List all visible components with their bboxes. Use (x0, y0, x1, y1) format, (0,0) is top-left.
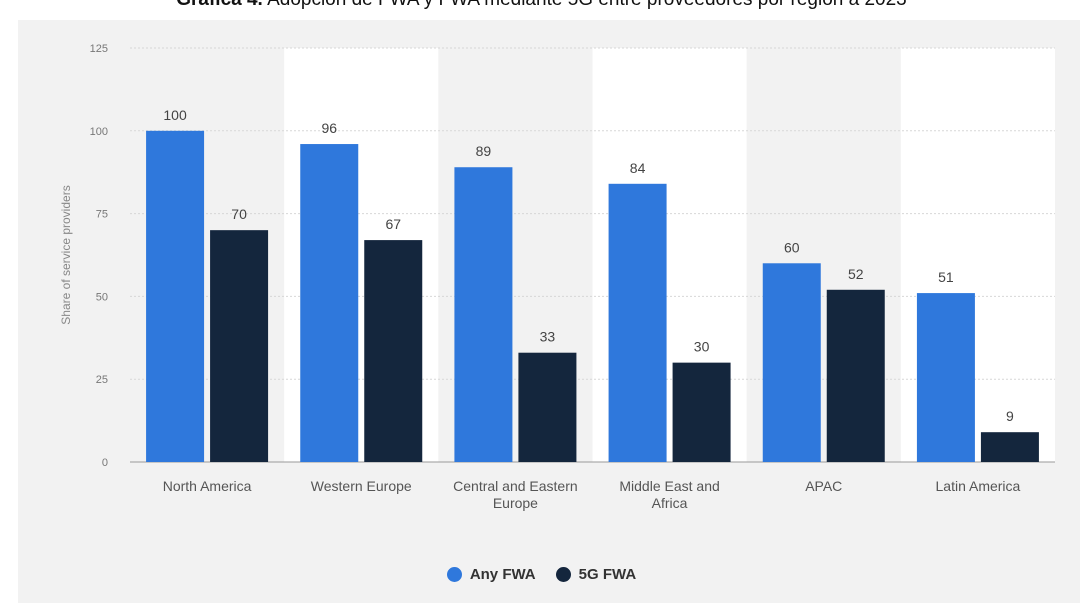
bar-any-fwa (146, 130, 205, 463)
legend-label-any-fwa: Any FWA (469, 566, 536, 583)
legend-swatch-any-fwa (446, 567, 462, 582)
bar-5g-fwa (364, 240, 423, 462)
x-tick-label: Latin America (936, 478, 1021, 494)
bar-5g-fwa (672, 362, 731, 462)
y-tick-label: 50 (96, 291, 108, 303)
x-tick-label: Central and Eastern (453, 478, 578, 494)
x-tick-label: APAC (805, 478, 842, 494)
bar-any-fwa (916, 293, 975, 462)
data-label: 89 (476, 143, 492, 159)
y-tick-label: 25 (96, 374, 108, 386)
data-label: 96 (321, 120, 337, 136)
y-tick-label: 0 (102, 457, 108, 469)
x-tick-label: Europe (493, 495, 538, 511)
bar-any-fwa (300, 144, 359, 462)
data-label: 100 (163, 107, 187, 123)
bar-5g-fwa (980, 432, 1039, 462)
bar-any-fwa (454, 167, 513, 462)
caption-prefix: Gráfica 4. (176, 0, 263, 10)
bar-any-fwa (608, 183, 667, 463)
x-tick-label: North America (163, 478, 252, 494)
legend-swatch-5g-fwa (555, 567, 571, 582)
data-label: 33 (540, 329, 556, 345)
data-label: 51 (938, 269, 954, 285)
y-tick-label: 75 (96, 209, 108, 221)
bar-any-fwa (762, 263, 821, 462)
bar-5g-fwa (518, 352, 577, 462)
data-label: 70 (231, 206, 247, 222)
y-axis-title: Share of service providers (59, 185, 73, 324)
y-tick-label: 125 (90, 43, 108, 55)
bar-5g-fwa (826, 289, 885, 462)
caption-text: Adopción de FWA y FWA mediante 5G entre … (263, 0, 907, 10)
figure-caption: Gráfica 4. Adopción de FWA y FWA mediant… (0, 0, 1083, 11)
legend-item-any-fwa[interactable]: Any FWA (446, 566, 536, 583)
x-tick-label: Western Europe (311, 478, 412, 494)
data-label: 84 (630, 160, 646, 176)
legend-item-5g-fwa[interactable]: 5G FWA (555, 566, 637, 583)
data-label: 52 (848, 266, 864, 282)
y-tick-label: 100 (90, 126, 108, 138)
chart-legend: Any FWA 5G FWA (0, 566, 1083, 583)
bar-5g-fwa (210, 230, 269, 462)
data-label: 60 (784, 239, 800, 255)
data-label: 30 (694, 339, 710, 355)
x-tick-label: Middle East and (619, 478, 719, 494)
legend-label-5g-fwa: 5G FWA (578, 566, 637, 583)
data-label: 67 (385, 216, 401, 232)
x-tick-label: Africa (652, 495, 688, 511)
data-label: 9 (1006, 408, 1014, 424)
